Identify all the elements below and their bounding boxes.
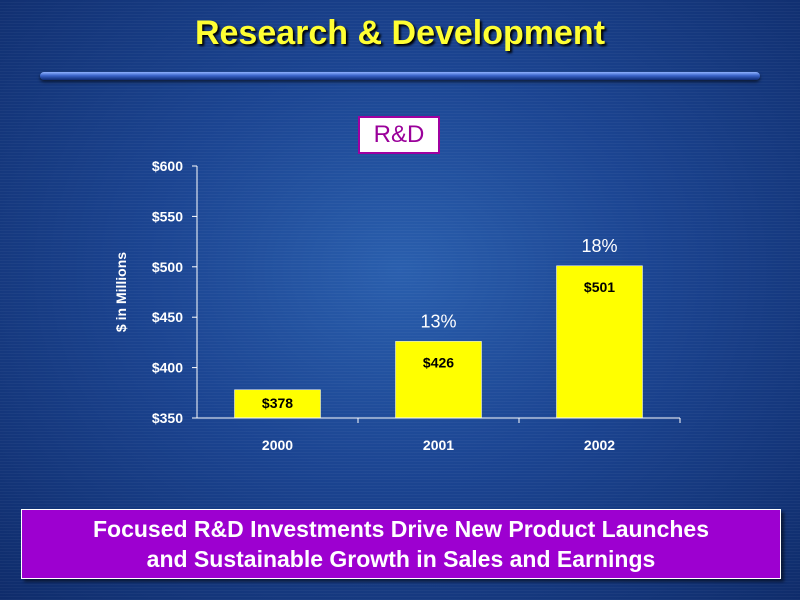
bar-2000 xyxy=(234,389,321,419)
bar-2001 xyxy=(395,341,482,419)
bar-value-label: $378 xyxy=(262,395,293,411)
y-tick-label: $550 xyxy=(152,208,183,224)
growth-label: 13% xyxy=(420,311,456,331)
bar-2002 xyxy=(556,265,643,419)
x-tick-label: 2000 xyxy=(262,437,293,453)
bar-value-label: $426 xyxy=(423,354,454,370)
growth-label: 18% xyxy=(581,236,617,256)
y-tick-label: $500 xyxy=(152,259,183,275)
x-axis-ticks: 2000 2001 2002 xyxy=(262,418,681,453)
y-tick-label: $600 xyxy=(152,158,183,174)
chart-label: R&D xyxy=(358,116,440,154)
y-axis-ticks: $350 $400 $450 $500 $550 $600 xyxy=(152,158,197,426)
y-tick-label: $400 xyxy=(152,360,183,376)
tagline-line-1: Focused R&D Investments Drive New Produc… xyxy=(92,516,710,542)
bars: $378 $426 13% $501 18% xyxy=(234,236,643,419)
tagline-box: Focused R&D Investments Drive New Produc… xyxy=(21,509,781,579)
x-tick-label: 2001 xyxy=(423,437,454,453)
y-tick-label: $450 xyxy=(152,309,183,325)
y-axis-label: $ in Millions xyxy=(113,252,129,332)
slide-title: Research & Development xyxy=(194,14,606,52)
rd-bar-chart: $350 $400 $450 $500 $550 $600 $378 $426 13% $501… xyxy=(113,158,681,453)
bar-value-label: $501 xyxy=(584,279,615,295)
tagline-line-2: and Sustainable Growth in Sales and Earn… xyxy=(146,546,656,572)
x-tick-label: 2002 xyxy=(584,437,615,453)
title-underline xyxy=(40,72,760,80)
y-tick-label: $350 xyxy=(152,410,183,426)
